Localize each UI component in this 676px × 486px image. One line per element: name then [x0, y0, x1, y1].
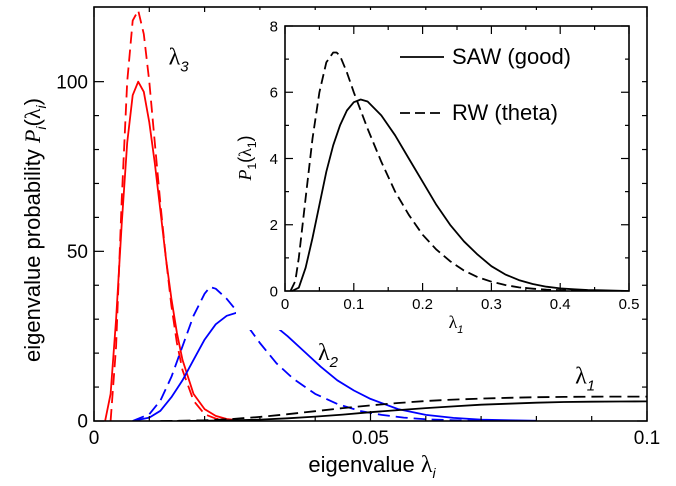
main-plot: 0 0.05 0.1 0 50 100 λ3 λ2 λ1 eigenvalue λi eigenva…: [20, 6, 660, 481]
inset-y-tick-label: 2: [270, 217, 278, 234]
inset-series-rw-theta--line: [289, 51, 629, 291]
curve-annotation-lambda-3: λ3: [169, 45, 190, 76]
inset-y-tick-label: 0: [270, 283, 278, 300]
inset-x-tick-label: 0: [281, 296, 289, 313]
inset-y-tick-label: 6: [270, 85, 278, 102]
inset-plot: 0 0.1 0.2 0.3 0.4 0.5 0 2 4 6 8 λ1 P1(λ1) SAW (good) R…: [235, 10, 642, 336]
curve-annotation-lambda-2: λ2: [318, 340, 339, 371]
inset-y-axis-label: P1(λ1): [235, 135, 259, 181]
main-series-1-line: [109, 9, 249, 421]
curve-annotation-lambda-1: λ1: [575, 364, 595, 395]
inset-background: [236, 10, 642, 330]
main-y-tick-label: 100: [56, 72, 88, 93]
inset-x-axis-label: λ1: [449, 312, 464, 336]
main-x-tick-label: 0.05: [352, 428, 389, 449]
inset-y-tick-label: 4: [270, 151, 278, 168]
inset-x-tick-label: 0.4: [550, 296, 571, 313]
main-y-axis-label: eigenvalue probability Pi(λi): [20, 98, 49, 362]
inset-x-tick-label: 0.1: [343, 296, 364, 313]
main-x-axis-label: eigenvalue λi: [308, 452, 436, 481]
main-x-tick-label: 0: [89, 428, 100, 449]
main-y-tick-label: 0: [77, 412, 88, 433]
main-series-5-line: [160, 395, 647, 421]
inset-x-tick-label: 0.5: [619, 296, 640, 313]
main-x-tick-label: 0.1: [634, 428, 660, 449]
inset-x-tick-label: 0.2: [412, 296, 433, 313]
main-series-3-line: [132, 286, 509, 421]
main-y-tick-label: 50: [67, 242, 88, 263]
inset-x-tick-label: 0.3: [481, 296, 502, 313]
main-series-4-line: [176, 400, 647, 421]
legend-label-0: SAW (good): [452, 44, 571, 69]
inset-y-tick-label: 8: [270, 18, 278, 35]
legend-label-1: RW (theta): [452, 100, 558, 125]
